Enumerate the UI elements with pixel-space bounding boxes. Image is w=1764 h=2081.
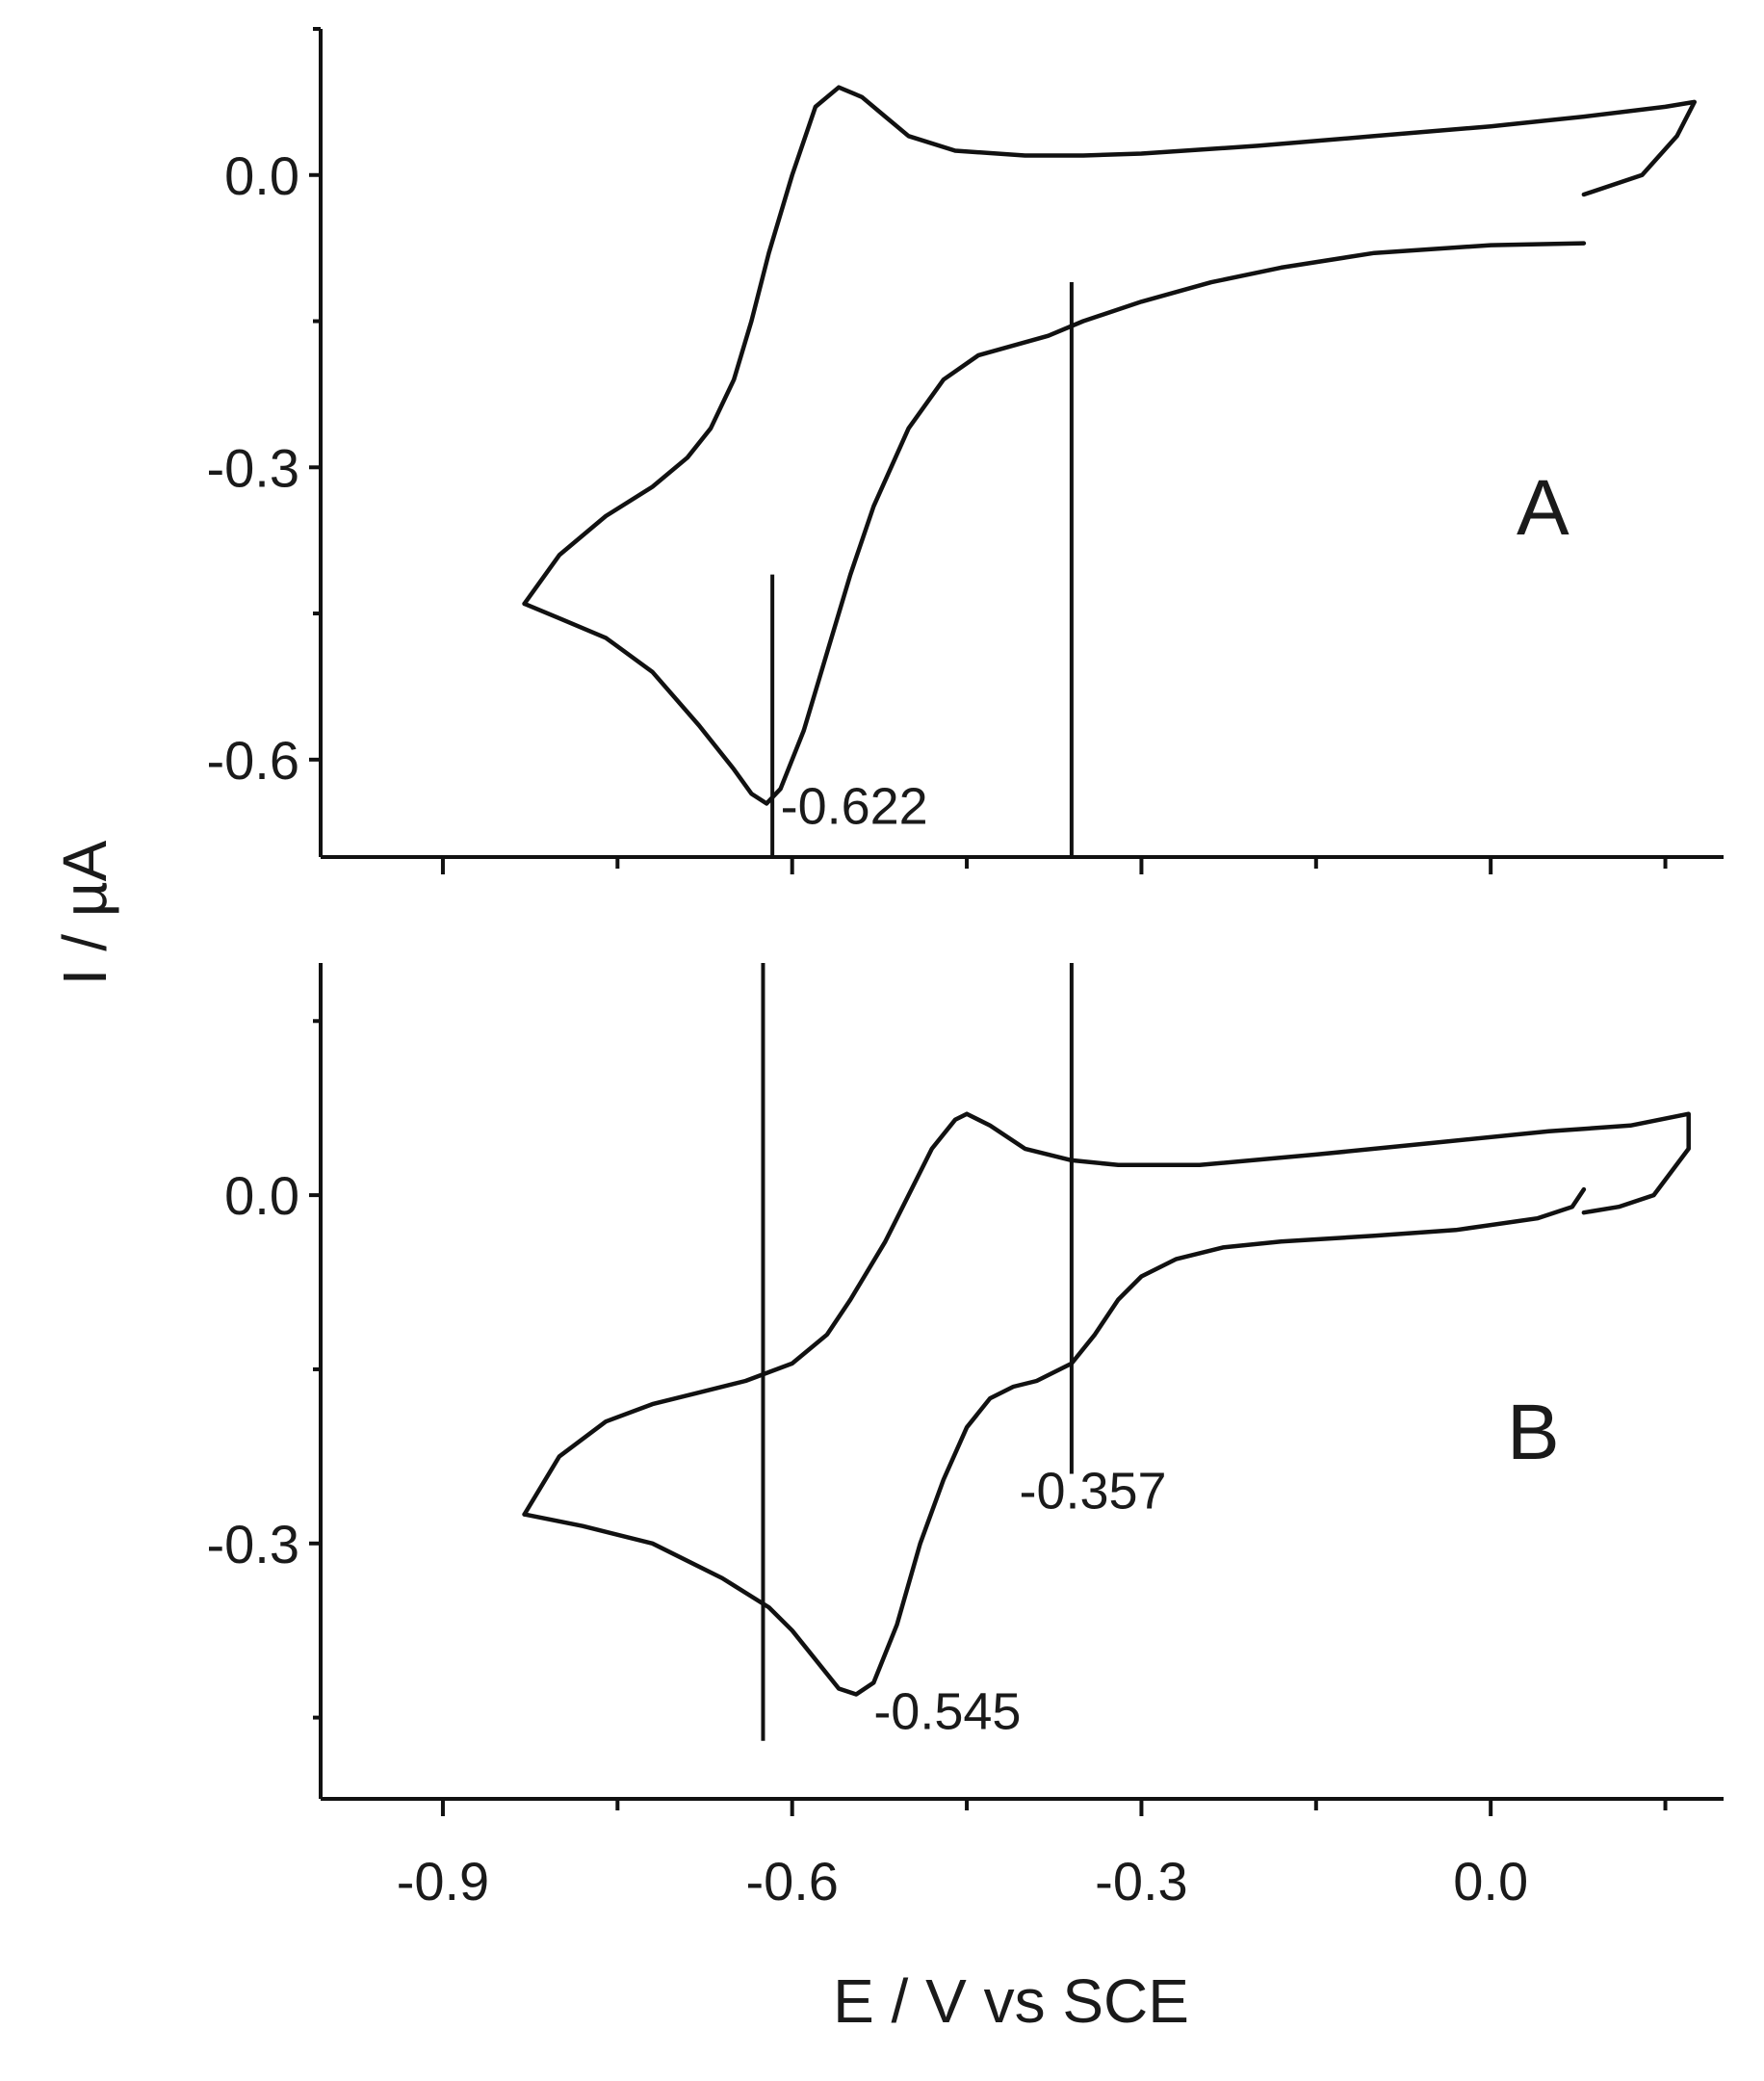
panel-b-y-tick-label: -0.3	[207, 1514, 300, 1574]
panel-b-cathodic-sweep	[522, 1186, 1587, 1697]
x-axis-title: E / V vs SCE	[833, 1966, 1189, 2036]
panel-b-peak-label: -0.357	[1019, 1463, 1166, 1521]
panel-a-y-tick-label: 0.0	[224, 145, 299, 206]
panel-a-y-tick-label: -0.6	[207, 730, 300, 791]
panel-a-letter: A	[1517, 464, 1569, 552]
x-tick-label: -0.3	[1095, 1851, 1188, 1912]
x-tick-label: -0.6	[745, 1851, 839, 1912]
y-axis-title: I / µA	[50, 840, 119, 985]
x-tick-label: -0.9	[397, 1851, 490, 1912]
panel-b-y-tick-label: 0.0	[224, 1165, 299, 1226]
panel-a-peak-label: -0.622	[781, 777, 928, 835]
panel-b-peak-label: -0.545	[873, 1683, 1021, 1741]
panel-b-letter: B	[1507, 1389, 1560, 1476]
panel-a-y-tick-label: -0.3	[207, 437, 300, 498]
panel-a-anodic-sweep	[522, 85, 1698, 607]
x-tick-label: 0.0	[1453, 1851, 1528, 1912]
panel-a-cathodic-sweep	[522, 241, 1587, 806]
panel-b-anodic-sweep	[522, 1111, 1691, 1517]
